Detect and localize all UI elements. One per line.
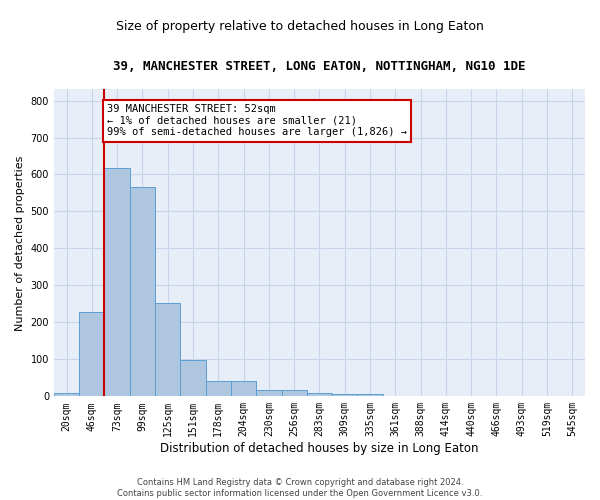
Bar: [155, 303, 181, 396]
Y-axis label: Number of detached properties: Number of detached properties: [15, 155, 25, 330]
Text: Contains HM Land Registry data © Crown copyright and database right 2024.
Contai: Contains HM Land Registry data © Crown c…: [118, 478, 482, 498]
Bar: [181, 360, 206, 396]
Bar: [130, 186, 155, 396]
Bar: [281, 390, 307, 396]
Bar: [206, 381, 231, 396]
Bar: [104, 168, 130, 396]
Text: 39 MANCHESTER STREET: 52sqm
← 1% of detached houses are smaller (21)
99% of semi: 39 MANCHESTER STREET: 52sqm ← 1% of deta…: [107, 104, 407, 138]
Title: 39, MANCHESTER STREET, LONG EATON, NOTTINGHAM, NG10 1DE: 39, MANCHESTER STREET, LONG EATON, NOTTI…: [113, 60, 526, 73]
Bar: [307, 394, 332, 396]
Text: Size of property relative to detached houses in Long Eaton: Size of property relative to detached ho…: [116, 20, 484, 33]
Bar: [231, 381, 256, 396]
Bar: [332, 394, 358, 396]
Bar: [79, 312, 104, 396]
X-axis label: Distribution of detached houses by size in Long Eaton: Distribution of detached houses by size …: [160, 442, 479, 455]
Bar: [256, 390, 281, 396]
Bar: [358, 394, 383, 396]
Bar: [54, 394, 79, 396]
